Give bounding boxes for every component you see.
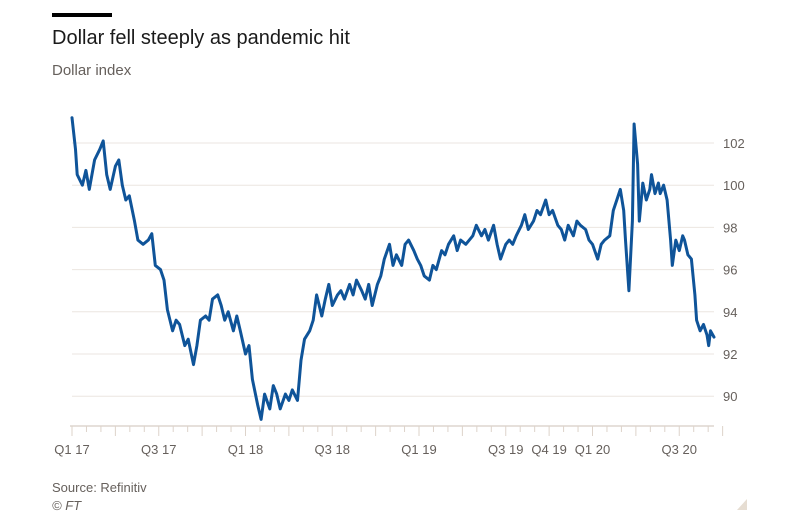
- y-tick-label: 94: [723, 305, 737, 320]
- x-tick-label: Q1 17: [54, 442, 89, 457]
- y-tick-label: 92: [723, 347, 737, 362]
- copyright-note: © FT: [52, 498, 82, 513]
- x-tick-label: Q1 19: [401, 442, 436, 457]
- y-tick-label: 98: [723, 220, 737, 235]
- x-tick-label: Q3 18: [315, 442, 350, 457]
- x-tick-label: Q3 17: [141, 442, 176, 457]
- chart-subtitle: Dollar index: [52, 62, 132, 79]
- chart-title: Dollar fell steeply as pandemic hit: [52, 27, 350, 49]
- y-tick-label: 100: [723, 178, 745, 193]
- x-tick-label: Q4 19: [531, 442, 566, 457]
- series-layer: [70, 116, 716, 421]
- resize-corner-icon: [737, 499, 747, 510]
- x-tick-label: Q1 20: [575, 442, 610, 457]
- dollar-index-line: [70, 116, 716, 421]
- gridlines: [72, 142, 714, 397]
- y-tick-label: 102: [723, 136, 745, 151]
- source-note: Source: Refinitiv: [52, 480, 147, 495]
- x-tick-label: Q3 20: [662, 442, 697, 457]
- y-tick-label: 90: [723, 389, 737, 404]
- y-tick-label: 96: [723, 263, 737, 278]
- x-tick-label: Q1 18: [228, 442, 263, 457]
- y-axis-labels: 90 92 94 96 98 100 102: [723, 136, 745, 404]
- x-tick-label: Q3 19: [488, 442, 523, 457]
- title-accent-bar: [52, 13, 112, 17]
- x-axis: Q1 17 Q3 17 Q1 18 Q3 18 Q1 19 Q3 19 Q4 19 Q1 20…: [54, 425, 724, 457]
